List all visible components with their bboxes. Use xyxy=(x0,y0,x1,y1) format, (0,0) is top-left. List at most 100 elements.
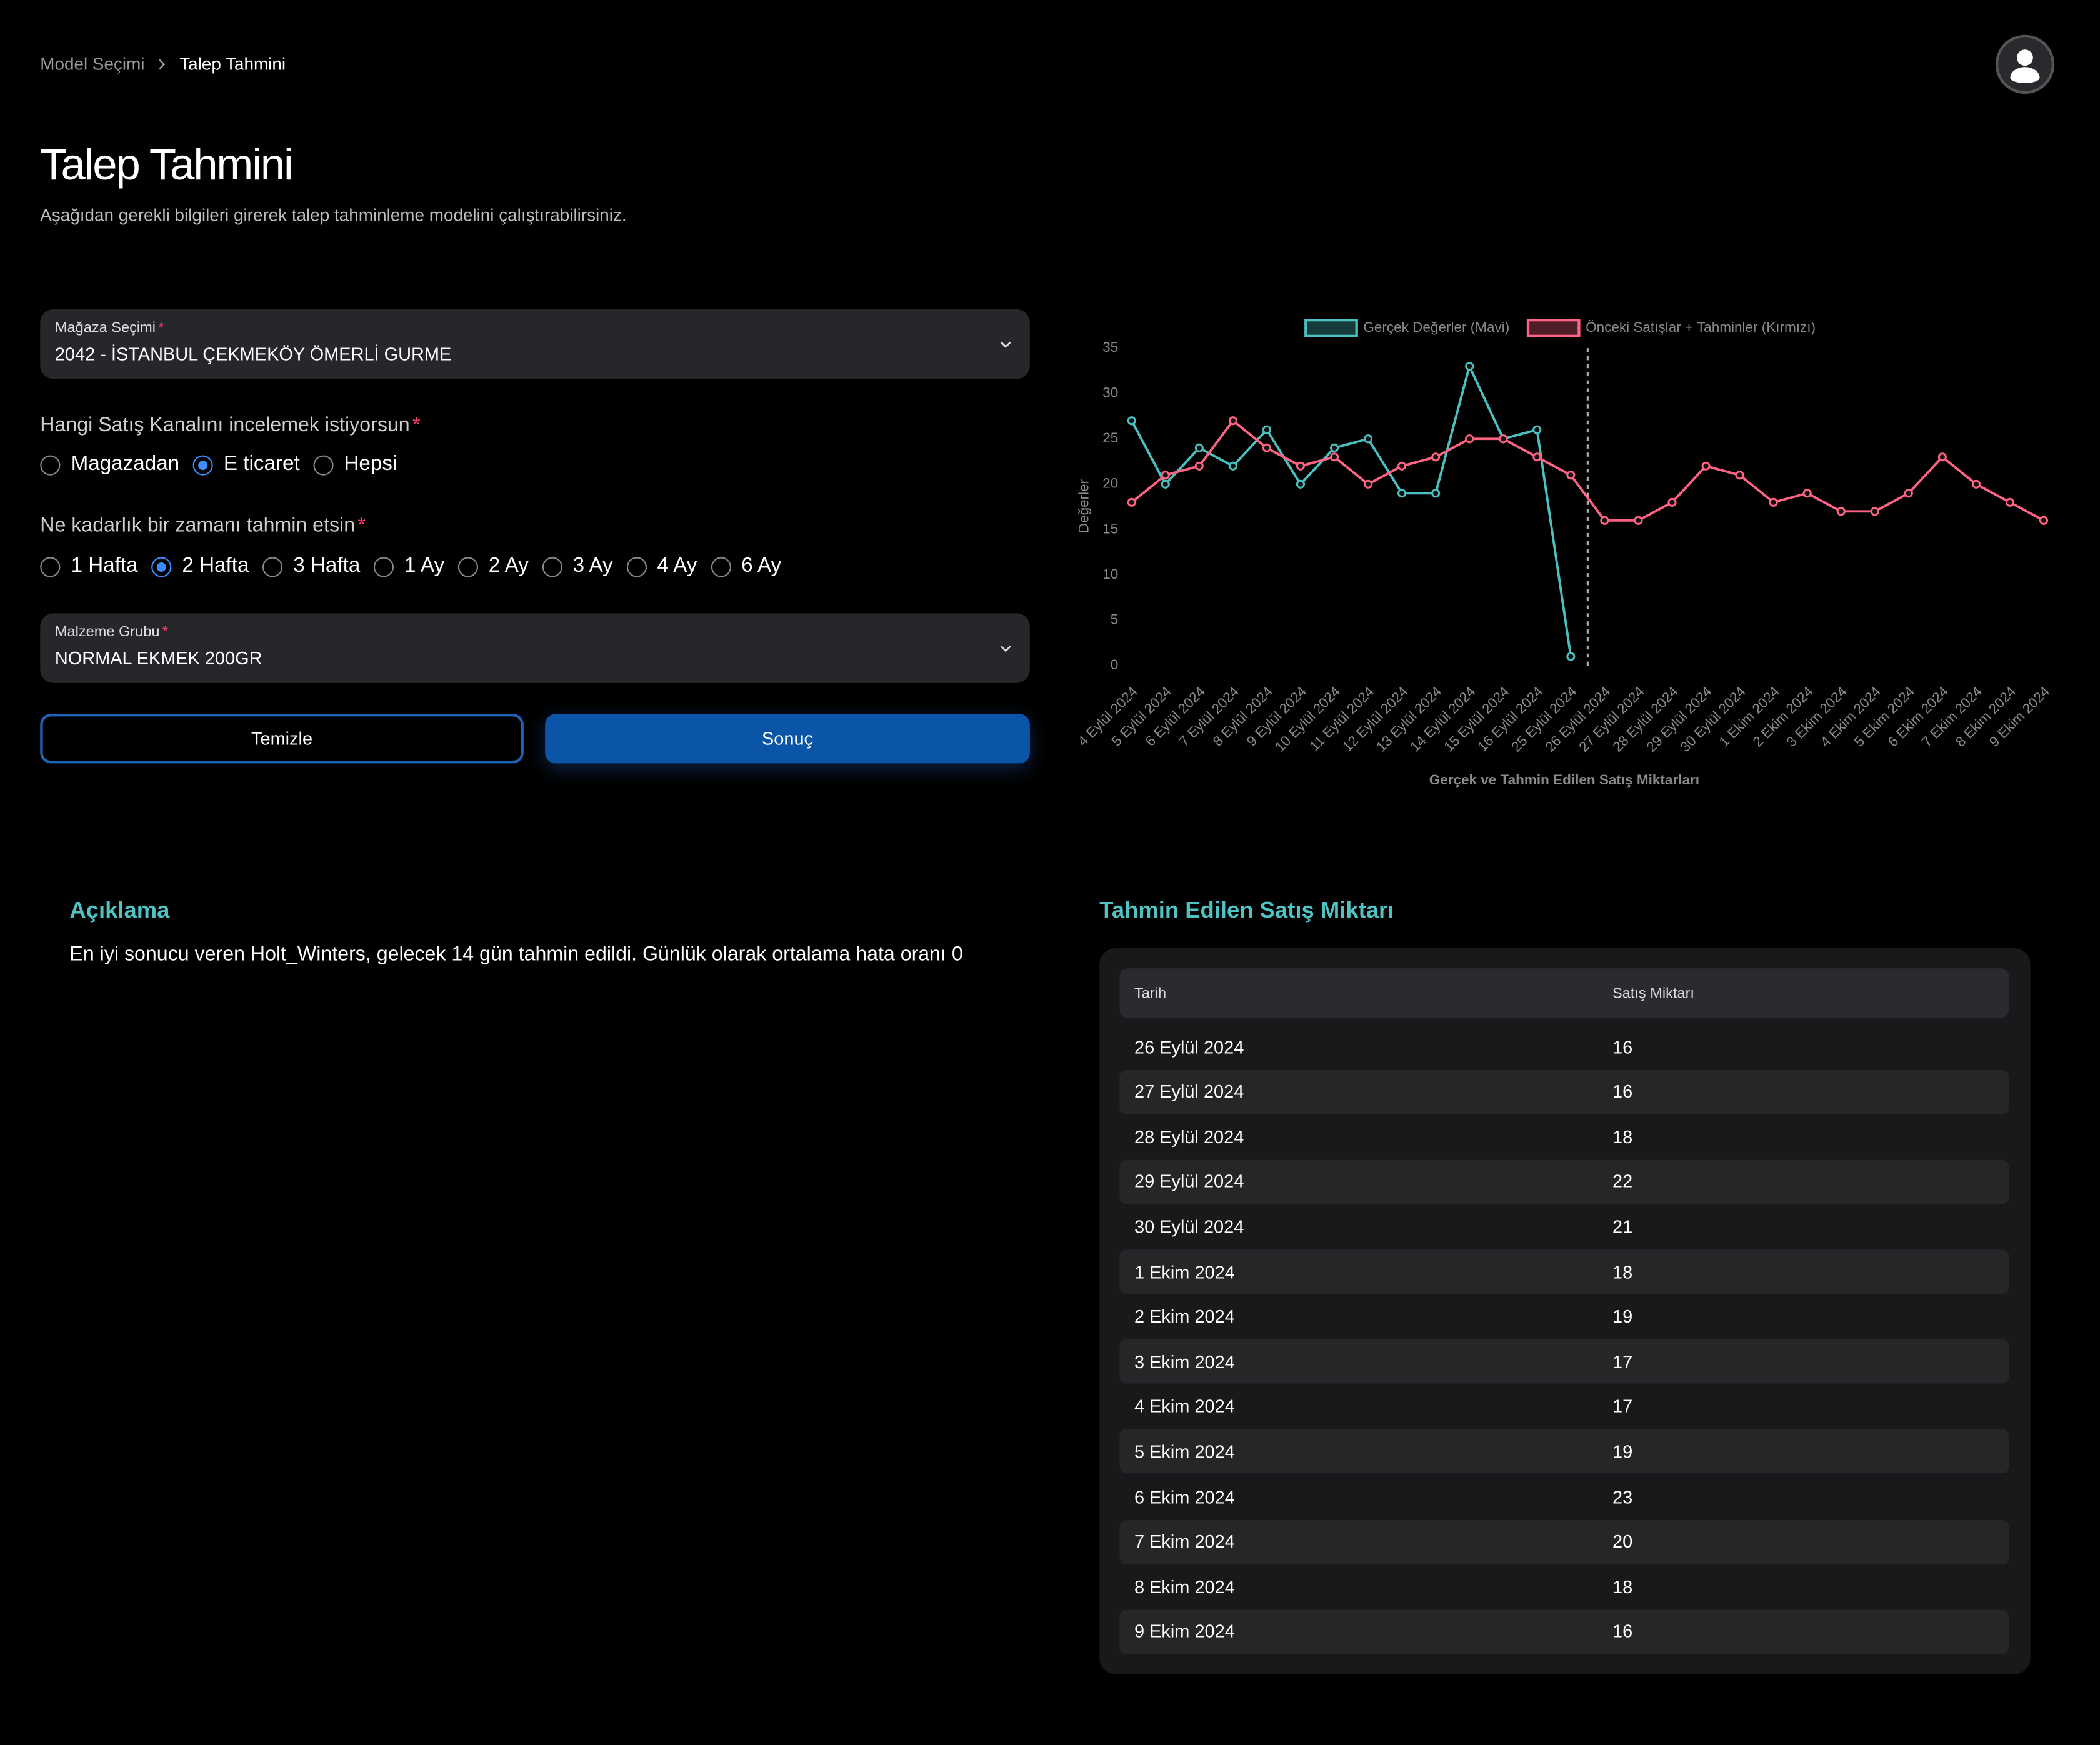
series-line xyxy=(1131,362,1572,657)
data-point xyxy=(1465,362,1474,371)
data-point xyxy=(1499,434,1508,444)
page-title: Talep Tahmini xyxy=(40,139,293,189)
radio-circle xyxy=(40,556,61,577)
radio-label: 4 Ay xyxy=(657,554,698,578)
date-cell: 8 Ekim 2024 xyxy=(1134,1576,1235,1597)
data-point xyxy=(1398,461,1407,471)
table-row: 8 Ekim 2024 18 xyxy=(1119,1564,2009,1609)
radio-option[interactable]: 3 Hafta xyxy=(262,554,360,579)
breadcrumb-current: Talep Tahmini xyxy=(179,53,286,74)
value-cell: 17 xyxy=(1612,1351,1633,1372)
radio-label: 1 Hafta xyxy=(71,554,138,578)
data-point xyxy=(1566,652,1576,661)
select-value: 2042 - İSTANBUL ÇEKMEKÖY ÖMERLİ GURME xyxy=(54,344,452,364)
radio-option[interactable]: 4 Ay xyxy=(626,554,697,579)
table-row: 27 Eylül 2024 16 xyxy=(1119,1069,2009,1114)
value-cell: 19 xyxy=(1612,1306,1633,1327)
store-select[interactable]: Mağaza Seçimi * 2042 - İSTANBUL ÇEKMEKÖY … xyxy=(40,309,1030,379)
avatar[interactable] xyxy=(1995,34,2055,94)
radio-option[interactable]: E ticaret xyxy=(192,452,300,477)
value-cell: 18 xyxy=(1612,1126,1633,1147)
date-cell: 29 Eylül 2024 xyxy=(1134,1171,1244,1192)
data-point xyxy=(1228,461,1238,471)
radio-circle xyxy=(151,556,172,577)
date-cell: 3 Ekim 2024 xyxy=(1134,1351,1235,1372)
table-row: 7 Ekim 2024 20 xyxy=(1119,1519,2009,1564)
data-point xyxy=(1127,498,1136,507)
y-tick-label: 15 xyxy=(1102,521,1118,536)
explanation-title: Açıklama xyxy=(69,897,170,923)
data-point xyxy=(1262,443,1271,452)
legend-swatch xyxy=(1304,318,1358,338)
radio-label: 2 Ay xyxy=(488,554,529,578)
x-axis-title: Gerçek ve Tahmin Edilen Satış Miktarları xyxy=(1429,772,1699,788)
radio-option[interactable]: Magazadan xyxy=(40,452,179,477)
table-row: 9 Ekim 2024 16 xyxy=(1119,1609,2009,1654)
date-cell: 1 Ekim 2024 xyxy=(1134,1261,1235,1282)
table-row: 29 Eylül 2024 22 xyxy=(1119,1159,2009,1204)
date-cell: 7 Ekim 2024 xyxy=(1134,1531,1235,1552)
dropdown-icon xyxy=(1000,341,1011,348)
value-cell: 20 xyxy=(1612,1531,1633,1552)
data-point xyxy=(1600,516,1609,525)
data-point xyxy=(2005,498,2015,507)
data-point xyxy=(1329,443,1339,452)
date-cell: 4 Ekim 2024 xyxy=(1134,1396,1235,1417)
value-cell: 16 xyxy=(1612,1081,1633,1102)
date-cell: 6 Ekim 2024 xyxy=(1134,1486,1235,1507)
table: Tarih Satış Miktarı 26 Eylül 2024 16 27 Ey… xyxy=(1099,948,2031,1674)
data-point xyxy=(1701,461,1711,471)
value-cell: 16 xyxy=(1612,1621,1633,1642)
data-point xyxy=(1161,479,1170,489)
data-point xyxy=(1194,461,1204,471)
label-text: Ne kadarlık bir zamanı tahmin etsin xyxy=(40,514,356,538)
data-point xyxy=(1532,452,1542,462)
y-tick-label: 10 xyxy=(1102,566,1118,582)
table-row: 1 Ekim 2024 18 xyxy=(1119,1249,2009,1294)
radio-circle xyxy=(542,556,562,577)
value-cell: 18 xyxy=(1612,1576,1633,1597)
data-point xyxy=(1904,489,1913,498)
required-mark: * xyxy=(412,414,421,437)
breadcrumb-link[interactable]: Model Seçimi xyxy=(40,53,145,74)
radio-circle xyxy=(313,454,334,475)
date-cell: 2 Ekim 2024 xyxy=(1134,1306,1235,1327)
date-cell: 9 Ekim 2024 xyxy=(1134,1621,1235,1642)
table-row: 30 Eylül 2024 21 xyxy=(1119,1204,2009,1249)
required-mark: * xyxy=(162,624,169,641)
data-point xyxy=(1431,452,1441,462)
data-point xyxy=(1363,479,1373,489)
data-point xyxy=(1634,516,1643,525)
data-point xyxy=(1938,452,1947,462)
table-row: 2 Ekim 2024 19 xyxy=(1119,1294,2009,1339)
channel-radios: Magazadan E ticaret Hepsi xyxy=(40,452,411,477)
radio-option[interactable]: 1 Hafta xyxy=(40,554,138,579)
radio-option[interactable]: 3 Ay xyxy=(542,554,613,579)
dropdown-icon xyxy=(1000,645,1011,652)
required-mark: * xyxy=(158,320,164,336)
value-cell: 21 xyxy=(1612,1216,1633,1237)
data-point xyxy=(1870,507,1879,516)
radio-circle xyxy=(458,556,478,577)
radio-circle xyxy=(262,556,283,577)
radio-option[interactable]: 1 Ay xyxy=(373,554,444,579)
date-cell: 26 Eylül 2024 xyxy=(1134,1036,1244,1057)
radio-option[interactable]: 2 Hafta xyxy=(151,554,249,579)
table-row: 26 Eylül 2024 16 xyxy=(1119,1024,2009,1069)
radio-option[interactable]: 2 Ay xyxy=(458,554,529,579)
radio-option[interactable]: 6 Ay xyxy=(710,554,781,579)
radio-option[interactable]: Hepsi xyxy=(313,452,397,477)
clear-button[interactable]: Temizle xyxy=(40,714,524,764)
material-select[interactable]: Malzeme Grubu * NORMAL EKMEK 200GR xyxy=(40,613,1030,683)
date-cell: 30 Eylül 2024 xyxy=(1134,1216,1244,1237)
data-point xyxy=(1532,425,1542,434)
avatar-icon xyxy=(2010,49,2040,83)
value-cell: 17 xyxy=(1612,1396,1633,1417)
data-point xyxy=(1465,434,1474,444)
label-text: Hangi Satış Kanalını incelemek istiyorsu… xyxy=(40,414,410,437)
date-cell: 5 Ekim 2024 xyxy=(1134,1441,1235,1462)
radio-circle xyxy=(40,454,61,475)
radio-label: Hepsi xyxy=(344,452,398,476)
submit-button[interactable]: Sonuç xyxy=(545,714,1030,764)
